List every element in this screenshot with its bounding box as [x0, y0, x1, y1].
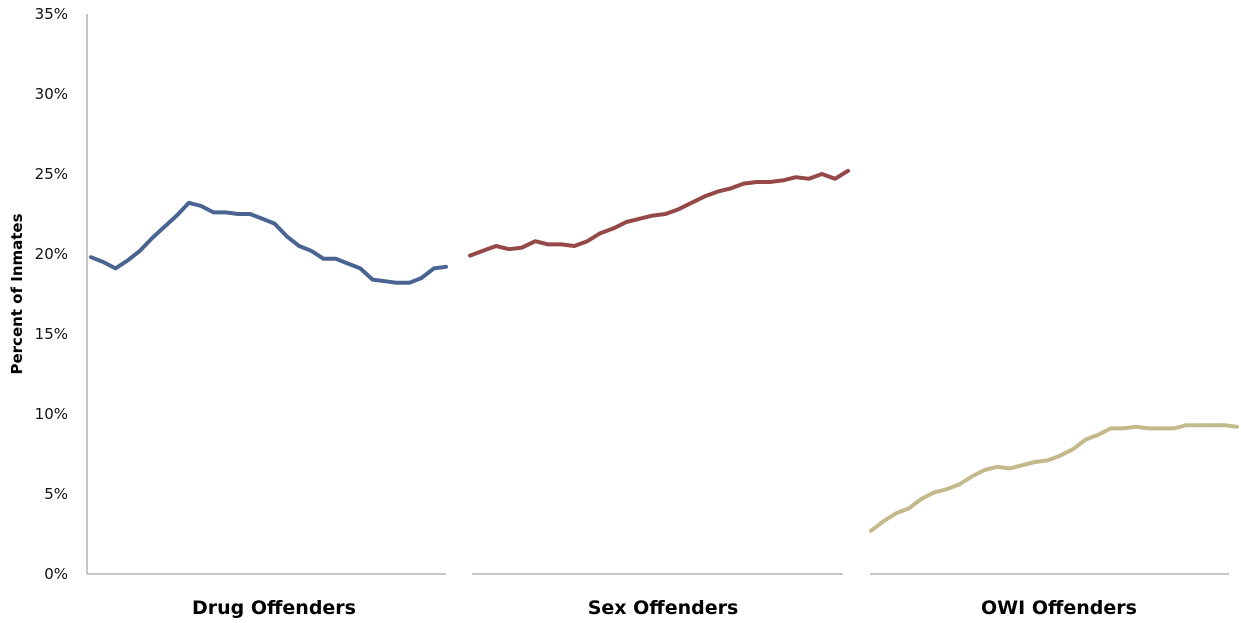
y-tick-label: 0% — [44, 565, 68, 583]
y-tick-label: 15% — [35, 325, 68, 343]
panel-owi-offenders: OWI Offenders — [869, 423, 1239, 619]
y-tick-label: 5% — [44, 485, 68, 503]
chart-panels: Drug Offenders Sex Offenders OWI Offenders — [87, 168, 1239, 619]
panel-label: Sex Offenders — [588, 597, 739, 619]
y-tick-label: 25% — [35, 165, 68, 183]
y-tick-label: 30% — [35, 85, 68, 103]
panel-sex-offenders: Sex Offenders — [468, 168, 850, 619]
series-line-sex-offenders — [468, 168, 850, 258]
series-line-drug-offenders — [89, 200, 448, 285]
panel-label: Drug Offenders — [192, 597, 356, 619]
panel-drug-offenders: Drug Offenders — [87, 200, 448, 619]
y-axis-ticks: 0% 5% 10% 15% 20% 25% 30% 35% — [35, 5, 68, 583]
y-tick-label: 20% — [35, 245, 68, 263]
y-tick-label: 35% — [35, 5, 68, 23]
y-axis-title: Percent of Inmates — [8, 213, 26, 374]
series-line-owi-offenders — [869, 423, 1239, 533]
y-tick-label: 10% — [35, 405, 68, 423]
panel-label: OWI Offenders — [981, 597, 1137, 619]
